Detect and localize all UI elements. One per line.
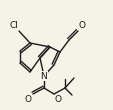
Text: O: O <box>54 95 61 104</box>
Text: O: O <box>78 21 85 30</box>
Text: Cl: Cl <box>9 21 18 30</box>
Text: N: N <box>40 72 47 81</box>
Text: O: O <box>25 95 32 104</box>
